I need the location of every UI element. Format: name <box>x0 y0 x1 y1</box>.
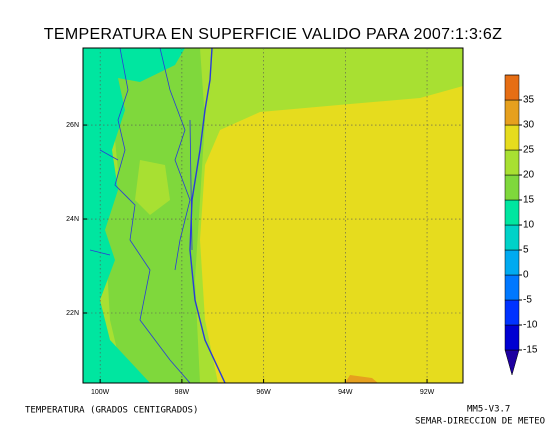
footer-right-top: MM5-V3.7 <box>467 405 510 415</box>
colorbar-segment <box>504 324 520 351</box>
colorbar-label: -15 <box>523 345 538 356</box>
colorbar-segment <box>504 149 520 176</box>
footer-left: TEMPERATURA (GRADOS CENTIGRADOS) <box>25 406 198 416</box>
colorbar-label: 20 <box>523 170 535 181</box>
map-field <box>83 48 463 383</box>
footer-right-bottom: SEMAR-DIRECCION DE METEO <box>415 417 545 425</box>
title: TEMPERATURA EN SUPERFICIE VALIDO PARA 20… <box>44 26 502 43</box>
colorbar-triangle <box>504 349 520 376</box>
field-yellow <box>200 86 463 383</box>
lon-tick-label: 96W <box>256 389 271 396</box>
lon-tick-label: 92W <box>420 389 435 396</box>
colorbar-segment <box>504 99 520 126</box>
colorbar-segment <box>504 174 520 201</box>
field-orange <box>345 375 378 383</box>
colorbar-label: 25 <box>523 145 535 156</box>
colorbar-segment <box>504 274 520 301</box>
borders <box>89 48 193 383</box>
field-teal <box>83 48 185 383</box>
lon-tick-label: 98W <box>175 389 190 396</box>
coastline <box>189 48 226 383</box>
field-green <box>105 48 205 383</box>
colorbar-label: -10 <box>523 320 538 331</box>
colorbar-label: 0 <box>523 270 529 281</box>
colorbar-segment <box>504 299 520 326</box>
colorbar-segment <box>504 224 520 251</box>
colorbar-segment <box>504 124 520 151</box>
lat-tick-label: 22N <box>66 310 79 317</box>
colorbar-segment <box>504 249 520 276</box>
colorbar-segment <box>504 74 520 101</box>
map-frame <box>82 47 464 384</box>
colorbar-label: 5 <box>523 245 529 256</box>
field-lime-patch <box>135 160 170 215</box>
colorbar-label: 15 <box>523 195 535 206</box>
colorbar-segment <box>504 199 520 226</box>
lon-tick-label: 100W <box>91 389 110 396</box>
lat-tick-label: 26N <box>66 122 79 129</box>
lon-tick-label: 94W <box>338 389 353 396</box>
colorbar-label: 10 <box>523 220 535 231</box>
colorbar-label: 35 <box>523 95 535 106</box>
colorbar-label: 30 <box>523 120 535 131</box>
colorbar-label: -5 <box>523 295 532 306</box>
lat-tick-label: 24N <box>66 216 79 223</box>
